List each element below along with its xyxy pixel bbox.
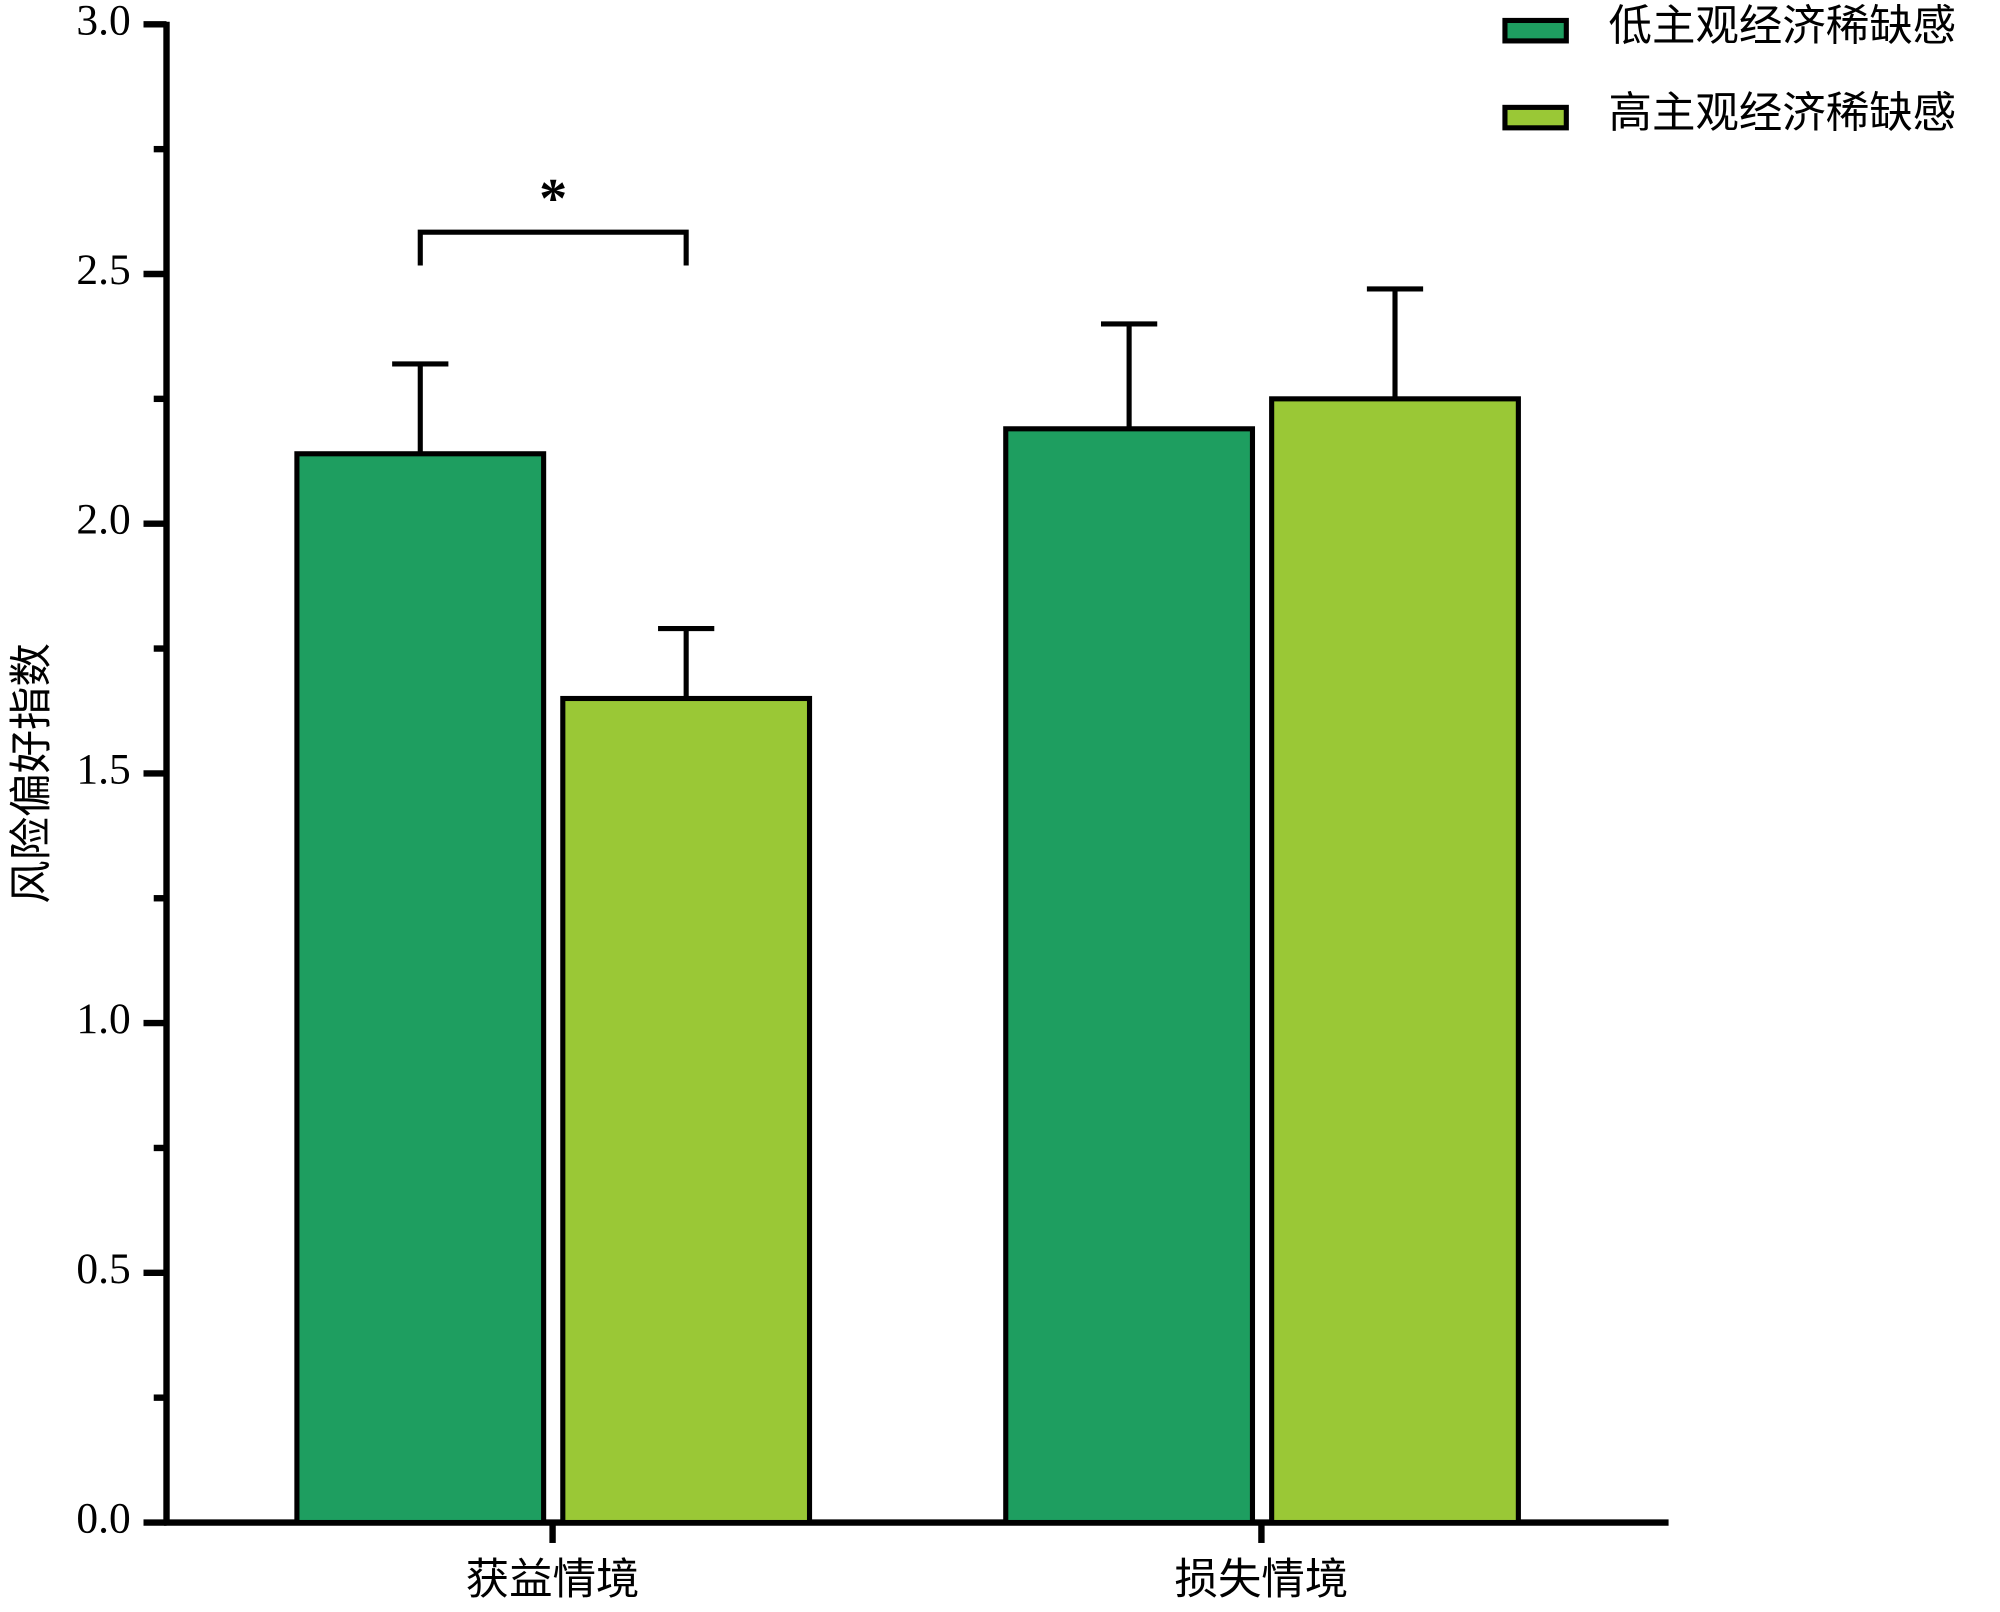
y-tick-label: 0.5 bbox=[76, 1245, 130, 1293]
legend-swatch bbox=[1502, 104, 1569, 131]
x-tick-label: 损失情境 bbox=[1175, 1556, 1349, 1604]
y-tick-label: 2.5 bbox=[76, 246, 130, 294]
bar bbox=[1269, 396, 1521, 1526]
significance-bracket bbox=[417, 229, 689, 266]
legend-swatch bbox=[1502, 17, 1569, 44]
legend-label: 低主观经济稀缺感 bbox=[1608, 3, 1956, 51]
bar bbox=[1003, 426, 1256, 1526]
significance-label: * bbox=[539, 168, 567, 230]
y-tick-label: 3.0 bbox=[76, 0, 130, 44]
y-tick-label: 1.5 bbox=[76, 745, 130, 793]
y-tick-label: 1.0 bbox=[76, 995, 130, 1043]
x-tick-label: 获益情境 bbox=[466, 1556, 640, 1604]
y-tick-label: 2.0 bbox=[76, 496, 130, 544]
bar bbox=[560, 695, 813, 1526]
y-axis-label: 风险偏好指数 bbox=[8, 643, 56, 904]
legend-label: 高主观经济稀缺感 bbox=[1608, 90, 1956, 138]
bar bbox=[294, 451, 547, 1526]
y-tick-label: 0.0 bbox=[76, 1494, 130, 1542]
